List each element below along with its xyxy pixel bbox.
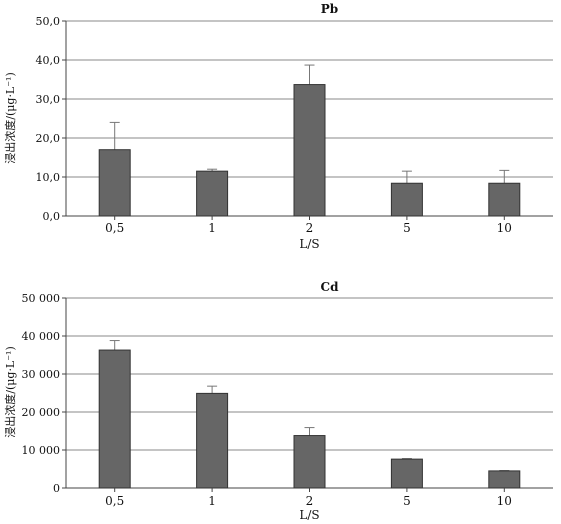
chart-title: Cd [321, 280, 340, 294]
x-axis-label: L/S [299, 237, 319, 251]
x-axis-label: L/S [299, 508, 319, 522]
x-tick-label: 10 [497, 494, 512, 508]
x-tick-label: 1 [208, 494, 216, 508]
bar [98, 349, 131, 489]
y-tick-label: 0 [53, 482, 60, 495]
y-tick-label: 0,0 [43, 210, 61, 223]
bar [98, 149, 131, 217]
x-tick-label: 2 [306, 221, 314, 235]
y-tick-label: 40,0 [36, 54, 61, 67]
x-tick-label: 10 [497, 221, 512, 235]
y-tick-label: 50,0 [36, 15, 61, 28]
y-tick-label: 40 000 [22, 330, 61, 343]
bar [293, 84, 326, 217]
y-axis-label: 浸出浓度/(μg·L⁻¹) [3, 346, 17, 438]
chart-title: Pb [321, 2, 338, 16]
y-tick-label: 20,0 [36, 132, 61, 145]
y-tick-label: 10 000 [22, 444, 61, 457]
bar [293, 435, 326, 489]
y-tick-label: 10,0 [36, 171, 61, 184]
x-tick-label: 5 [403, 494, 411, 508]
y-axis-label: 浸出浓度/(μg·L⁻¹) [3, 72, 17, 164]
x-tick-label: 5 [403, 221, 411, 235]
x-tick-label: 0,5 [105, 221, 124, 235]
y-tick-label: 20 000 [22, 406, 61, 419]
x-tick-label: 0,5 [105, 494, 124, 508]
bar [196, 170, 229, 217]
bar [488, 470, 521, 489]
pb-chart: 0,0 10,0 20,0 30,0 40,0 50,0 0,5 1 2 5 10 Pb L/S 浸出浓度… [3, 2, 553, 251]
x-tick-label: 1 [208, 221, 216, 235]
bar [390, 458, 423, 489]
bar [488, 182, 521, 217]
y-tick-label: 30,0 [36, 93, 61, 106]
y-tick-label: 50 000 [22, 292, 61, 305]
cd-chart: 0 10 000 20 000 30 000 40 000 50 000 0,5 1 2 5 10 C… [3, 280, 553, 522]
bar [390, 182, 423, 217]
bar [196, 392, 229, 489]
y-tick-label: 30 000 [22, 368, 61, 381]
x-tick-label: 2 [306, 494, 314, 508]
